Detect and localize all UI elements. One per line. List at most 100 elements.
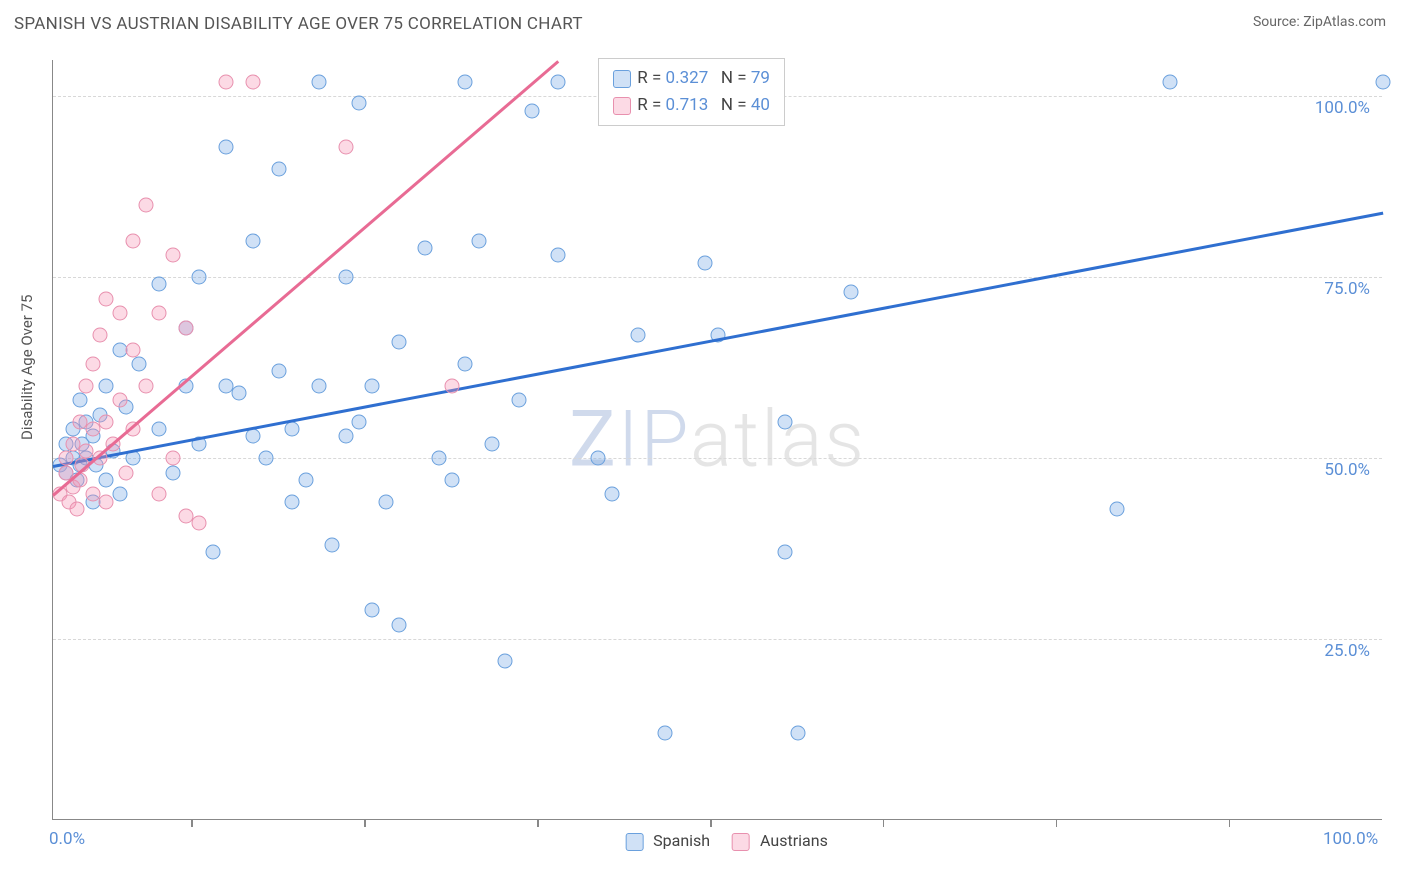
legend-r-value: 0.327 bbox=[666, 68, 709, 88]
scatter-point bbox=[139, 378, 154, 393]
scatter-point bbox=[152, 422, 167, 437]
scatter-point bbox=[112, 306, 127, 321]
scatter-point bbox=[1376, 74, 1391, 89]
scatter-point bbox=[777, 545, 792, 560]
scatter-point bbox=[285, 422, 300, 437]
scatter-point bbox=[192, 516, 207, 531]
scatter-point bbox=[218, 74, 233, 89]
legend-swatch bbox=[613, 70, 631, 88]
scatter-point bbox=[285, 494, 300, 509]
scatter-point bbox=[69, 501, 84, 516]
watermark: ZIPatlas bbox=[569, 394, 866, 485]
scatter-point bbox=[391, 335, 406, 350]
legend-n-value: 40 bbox=[751, 95, 770, 115]
x-tick-mark bbox=[191, 819, 193, 827]
watermark-z: Z bbox=[569, 394, 618, 485]
scatter-point bbox=[245, 429, 260, 444]
legend-row: R = 0.327 N = 79 bbox=[613, 65, 770, 92]
scatter-point bbox=[551, 248, 566, 263]
scatter-point bbox=[551, 74, 566, 89]
y-tick-label: 100.0% bbox=[1315, 98, 1370, 118]
scatter-point bbox=[777, 414, 792, 429]
scatter-point bbox=[458, 357, 473, 372]
regression-line bbox=[53, 212, 1383, 468]
scatter-point bbox=[790, 726, 805, 741]
scatter-point bbox=[1163, 74, 1178, 89]
scatter-point bbox=[272, 364, 287, 379]
scatter-point bbox=[511, 393, 526, 408]
scatter-point bbox=[498, 653, 513, 668]
scatter-point bbox=[418, 241, 433, 256]
scatter-point bbox=[92, 328, 107, 343]
scatter-point bbox=[119, 465, 134, 480]
scatter-point bbox=[365, 378, 380, 393]
scatter-point bbox=[604, 487, 619, 502]
scatter-point bbox=[631, 328, 646, 343]
legend-r-label: R = bbox=[637, 95, 665, 115]
scatter-point bbox=[338, 429, 353, 444]
scatter-point bbox=[657, 726, 672, 741]
scatter-point bbox=[79, 378, 94, 393]
chart-title: SPANISH VS AUSTRIAN DISABILITY AGE OVER … bbox=[14, 14, 583, 34]
scatter-point bbox=[591, 451, 606, 466]
scatter-point bbox=[258, 451, 273, 466]
legend-r-value: 0.713 bbox=[666, 95, 709, 115]
y-tick-label: 50.0% bbox=[1324, 460, 1370, 480]
scatter-point bbox=[139, 197, 154, 212]
legend-row: R = 0.713 N = 40 bbox=[613, 92, 770, 119]
scatter-point bbox=[99, 472, 114, 487]
scatter-point bbox=[99, 494, 114, 509]
scatter-point bbox=[272, 161, 287, 176]
scatter-point bbox=[312, 74, 327, 89]
scatter-point bbox=[165, 248, 180, 263]
x-tick-label: 100.0% bbox=[1323, 829, 1378, 849]
scatter-point bbox=[1110, 501, 1125, 516]
scatter-point bbox=[245, 233, 260, 248]
x-tick-mark bbox=[1229, 819, 1231, 827]
scatter-point bbox=[458, 74, 473, 89]
scatter-point bbox=[365, 603, 380, 618]
scatter-point bbox=[445, 472, 460, 487]
scatter-point bbox=[165, 451, 180, 466]
scatter-point bbox=[312, 378, 327, 393]
scatter-point bbox=[152, 487, 167, 502]
regression-line bbox=[52, 60, 559, 496]
scatter-point bbox=[351, 414, 366, 429]
gridline bbox=[53, 458, 1382, 459]
scatter-point bbox=[112, 393, 127, 408]
scatter-point bbox=[338, 139, 353, 154]
scatter-point bbox=[165, 465, 180, 480]
scatter-point bbox=[205, 545, 220, 560]
legend-n-value: 79 bbox=[751, 68, 770, 88]
legend-swatch bbox=[625, 833, 643, 851]
scatter-point bbox=[445, 378, 460, 393]
scatter-point bbox=[245, 74, 260, 89]
scatter-point bbox=[391, 617, 406, 632]
x-tick-mark bbox=[364, 819, 366, 827]
stats-legend: R = 0.327 N = 79R = 0.713 N = 40 bbox=[598, 58, 785, 126]
x-tick-mark bbox=[883, 819, 885, 827]
legend-n-label: N = bbox=[721, 95, 751, 115]
scatter-point bbox=[192, 270, 207, 285]
scatter-point bbox=[697, 255, 712, 270]
y-axis-label: Disability Age Over 75 bbox=[18, 295, 36, 440]
watermark-atlas: atlas bbox=[690, 394, 866, 485]
legend-swatch bbox=[613, 97, 631, 115]
scatter-point bbox=[378, 494, 393, 509]
scatter-point bbox=[524, 103, 539, 118]
scatter-point bbox=[298, 472, 313, 487]
series-legend: Spanish Austrians bbox=[607, 831, 828, 851]
legend-r-label: R = bbox=[637, 68, 665, 88]
scatter-point bbox=[85, 357, 100, 372]
scatter-point bbox=[218, 139, 233, 154]
x-tick-mark bbox=[537, 819, 539, 827]
scatter-point bbox=[59, 451, 74, 466]
scatter-point bbox=[99, 378, 114, 393]
scatter-point bbox=[99, 414, 114, 429]
scatter-point bbox=[351, 96, 366, 111]
x-tick-mark bbox=[710, 819, 712, 827]
watermark-ip: IP bbox=[618, 394, 690, 485]
scatter-point bbox=[132, 357, 147, 372]
scatter-point bbox=[338, 270, 353, 285]
scatter-point bbox=[72, 393, 87, 408]
